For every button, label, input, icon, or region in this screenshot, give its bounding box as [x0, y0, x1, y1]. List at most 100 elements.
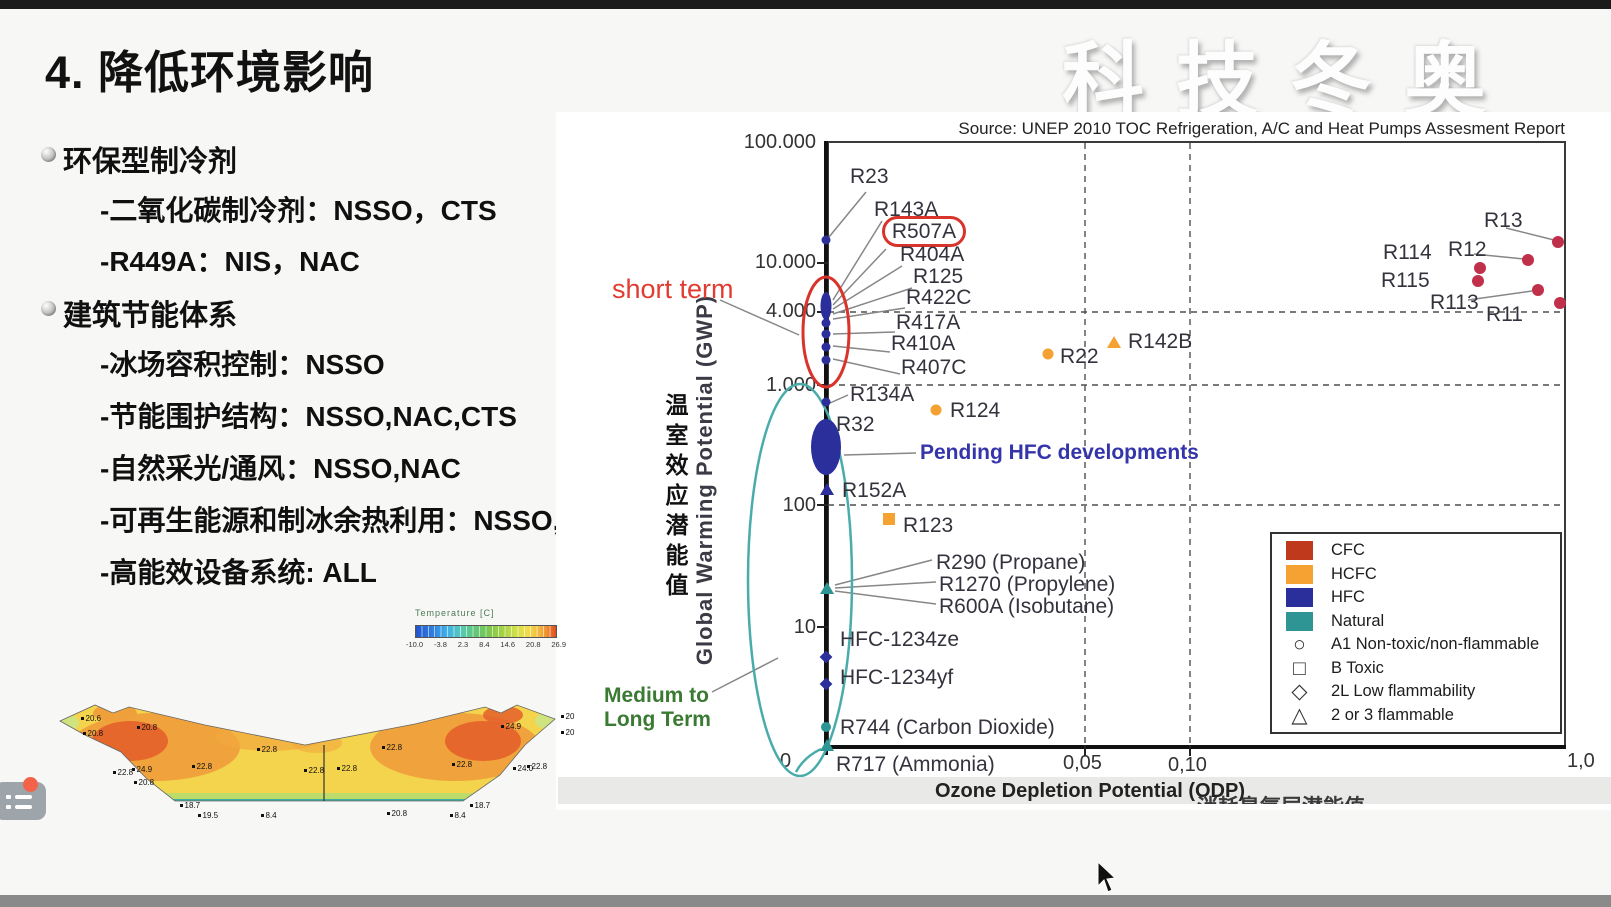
y-tick: 10 [793, 616, 816, 638]
legend-label: Natural [1331, 611, 1385, 630]
outline-bullet-1: 环保型制冷剂 [63, 146, 238, 178]
point-label: HFC-1234ze [840, 628, 960, 651]
point-r717 [820, 739, 834, 751]
point-label: R115 [1381, 269, 1430, 292]
y-tick: 100.000 [743, 131, 816, 153]
x-axis-band: 消耗臭氧层潜能值 [558, 777, 1611, 804]
point-r134a [821, 397, 831, 407]
top-bar [0, 0, 1611, 9]
circle-marker-icon: ○ [1293, 633, 1306, 657]
legend-label: A1 Non-toxic/non-flammable [1331, 635, 1540, 654]
y-tick: 10.000 [754, 251, 816, 273]
triangle-marker-icon: △ [1291, 703, 1308, 727]
point-r11 [1554, 297, 1566, 309]
point-label: R11 [1486, 303, 1523, 326]
colorbar-tick: 20.8 [525, 640, 541, 649]
point-label: R422C [906, 286, 972, 309]
point-r114 [1474, 262, 1486, 274]
temp-label: 22.8 [527, 762, 548, 771]
point-label: R123 [903, 514, 954, 537]
hcfc-swatch [1286, 564, 1313, 584]
square-marker-icon: □ [1293, 656, 1306, 680]
point-label: R23 [850, 165, 889, 188]
point-cluster-blob [820, 292, 832, 320]
point-label: R143A [874, 198, 939, 221]
point-label: R134A [850, 383, 915, 406]
point-cluster-dot [821, 355, 831, 365]
temp-label: 22.8 [452, 760, 473, 769]
point-label: R410A [891, 332, 956, 355]
list-icon [6, 795, 11, 799]
temp-label: 19.5 [198, 811, 219, 820]
list-icon-button[interactable] [0, 777, 46, 820]
temp-label: 20 [561, 728, 575, 737]
outline-sub: -冰场容积控制：NSSO [100, 349, 385, 380]
point-r113 [1532, 284, 1544, 296]
legend-row-a1: ○ A1 Non-toxic/non-flammable [1272, 634, 1560, 656]
temp-label: 8.4 [450, 811, 466, 820]
point-cluster-dot [821, 329, 831, 339]
legend-row-hcfc: HCFC [1272, 563, 1560, 585]
x-axis-line [824, 745, 1566, 749]
colorbar-tick: 2.3 [457, 640, 469, 649]
legend-label: HCFC [1331, 564, 1377, 583]
legend-row-natural: Natural [1272, 610, 1560, 632]
temp-label: 20 [561, 712, 575, 721]
point-r22 [1042, 348, 1054, 360]
annotation-medium-to: Medium to [604, 684, 709, 707]
arena-cross-section [59, 704, 556, 802]
x-axis-title-chinese-partial: 消耗臭氧层潜能值 [1197, 791, 1365, 804]
point-r12 [1522, 254, 1534, 266]
x-tick: 0,10 [1168, 754, 1207, 776]
temp-label: 22.8 [257, 745, 278, 754]
annotation-long-term: Long Term [604, 708, 711, 731]
point-label: HFC-1234yf [840, 666, 954, 689]
temp-label: 20.8 [387, 809, 408, 818]
legend-label: 2 or 3 flammable [1331, 705, 1454, 724]
chart-legend: CFC HCFC HFC Natural ○ A1 Non-toxic/non-… [1270, 532, 1562, 734]
x-axis-title: Ozone Depletion Potential (ODP) [934, 780, 1245, 802]
temp-label: 20.8 [134, 778, 155, 787]
point-label: R152A [842, 479, 907, 502]
natural-swatch [1286, 611, 1313, 631]
point-label: R507A [891, 219, 957, 243]
y-axis-title-chinese: 温室效应潜能值 [662, 393, 688, 603]
point-label: R404A [900, 243, 965, 266]
point-label: R717 (Ammonia) [836, 753, 995, 776]
legend-row-hfc: HFC [1272, 587, 1560, 609]
legend-label: CFC [1331, 541, 1365, 560]
temp-label: 22.8 [337, 764, 358, 773]
point-natural-group [820, 582, 834, 594]
point-label: R407C [901, 356, 967, 379]
legend-label: 2L Low flammability [1331, 682, 1476, 701]
y-axis-title: Global Warming Potential (GWP) [692, 294, 717, 666]
bullet-icon [41, 301, 56, 316]
cfc-swatch [1286, 541, 1313, 561]
temp-label: 20.8 [83, 729, 104, 738]
point-cluster-dot [821, 318, 831, 328]
list-icon [15, 805, 32, 809]
temp-label: 24.9 [501, 722, 522, 731]
heatmap-contour: 20.6 20.8 20.8 22.8 22.8 24.9 22.8 22.8 … [55, 695, 585, 825]
temp-label: 18.7 [470, 801, 491, 810]
hfc-swatch [1286, 588, 1313, 608]
slide-title: 4. 降低环境影响 [45, 47, 375, 98]
heatmap-colorbar-title: Temperature [C] [415, 608, 495, 618]
point-r32-blob [811, 419, 841, 475]
y-tick: 100 [782, 494, 816, 516]
outline-sub: -自然采光/通风：NSSO,NAC [100, 453, 461, 484]
colorbar-tick: -3.8 [433, 640, 447, 649]
mouse-cursor-icon [1097, 862, 1117, 893]
notification-dot-icon [23, 777, 38, 792]
point-r23 [821, 235, 831, 245]
point-r124 [930, 404, 942, 416]
temp-label: 18.7 [180, 801, 201, 810]
point-cluster-dot [821, 342, 831, 352]
list-icon [15, 795, 32, 799]
outline-sub: -节能围护结构：NSSO,NAC,CTS [100, 401, 517, 432]
point-label: R114 [1383, 241, 1432, 264]
temp-label: 22.8 [113, 768, 134, 777]
bullet-icon [41, 147, 56, 162]
point-label: R13 [1484, 209, 1523, 232]
diamond-marker-icon: ◇ [1291, 680, 1308, 704]
